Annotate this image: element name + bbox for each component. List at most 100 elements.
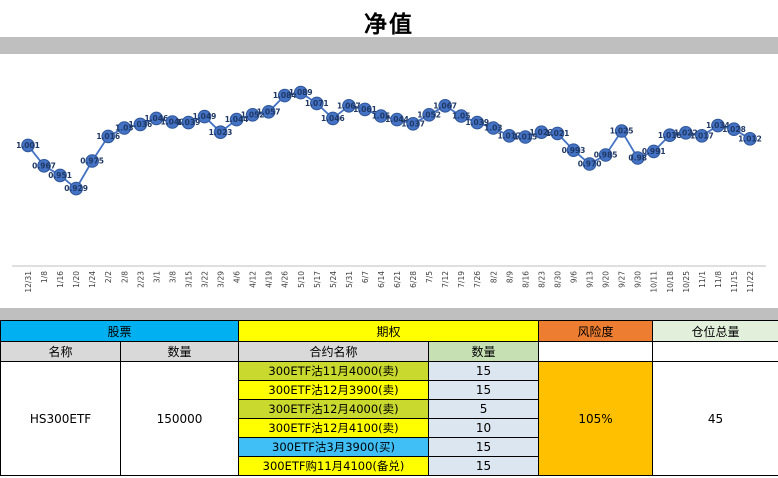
data-point-marker — [261, 105, 276, 119]
data-point-marker — [614, 124, 629, 138]
risk-header[interactable]: 风险度 — [538, 320, 654, 342]
option-group-header[interactable]: 期权 — [238, 320, 540, 342]
total-subheader-empty-cell[interactable] — [652, 341, 778, 362]
x-axis-tick-label: 9/20 — [602, 271, 611, 288]
option-qty-cell[interactable]: 5 — [428, 399, 540, 419]
option-qty-cell[interactable]: 15 — [428, 380, 540, 400]
x-axis-tick-label: 1/16 — [56, 271, 65, 288]
position-total-header[interactable]: 仓位总量 — [652, 320, 778, 342]
x-axis-tick-label: 1/24 — [88, 271, 97, 288]
data-point-marker — [21, 138, 35, 153]
x-axis-tick-label: 6/28 — [409, 271, 418, 288]
x-axis-tick-label: 5/17 — [313, 271, 322, 288]
option-qty-cell[interactable]: 15 — [428, 437, 540, 457]
data-point-label: 1.016 — [96, 132, 120, 141]
data-point-label: 1.039 — [177, 118, 201, 127]
x-axis-tick-label: 6/21 — [393, 271, 402, 288]
contract-name-header[interactable]: 合约名称 — [238, 341, 430, 362]
option-contract-cell[interactable]: 300ETF购11月4100(备兑) — [238, 456, 430, 476]
contract-qty-header[interactable]: 数量 — [428, 341, 540, 362]
data-point-label: 1.052 — [417, 110, 441, 119]
x-axis-tick-label: 9/13 — [586, 271, 595, 288]
x-axis-tick-label: 5/10 — [297, 271, 306, 288]
data-point-marker — [374, 109, 388, 123]
data-point-marker — [53, 168, 67, 183]
data-point-marker — [149, 111, 164, 126]
data-point-label: 1.022 — [674, 128, 698, 137]
option-contract-cell[interactable]: 300ETF沽3月3900(买) — [238, 437, 430, 457]
worksheet-band-top — [0, 37, 778, 54]
stock-name-cell[interactable]: HS300ETF — [0, 361, 121, 476]
data-point-marker — [486, 121, 501, 135]
option-row: 300ETF沽12月3900(卖) 15 — [1, 380, 778, 400]
data-point-label: 1.037 — [401, 119, 425, 128]
x-axis-tick-label: 6/14 — [377, 271, 386, 288]
stock-name-header[interactable]: 名称 — [0, 341, 121, 362]
data-point-label: 0.967 — [32, 161, 56, 170]
x-axis-tick-label: 7/26 — [473, 271, 482, 288]
data-point-marker — [37, 159, 51, 173]
option-qty-cell[interactable]: 15 — [428, 456, 540, 476]
data-point-marker — [550, 126, 565, 141]
data-point-label: 1.067 — [433, 101, 457, 110]
data-point-marker — [534, 125, 549, 139]
data-point-label: 1.034 — [706, 121, 730, 130]
data-point-marker — [662, 128, 677, 142]
x-axis-tick-label: 3/8 — [168, 271, 177, 283]
data-point-label: 0.991 — [642, 147, 666, 156]
data-point-marker — [197, 109, 212, 124]
data-point-label: 1.018 — [658, 131, 682, 140]
data-point-label: 0.929 — [64, 184, 88, 193]
data-point-label: 1.061 — [353, 105, 377, 114]
x-axis-tick-label: 11/8 — [714, 271, 723, 288]
data-point-marker — [358, 102, 372, 117]
data-point-marker — [630, 151, 645, 165]
option-contract-cell[interactable]: 300ETF沽12月4000(卖) — [238, 399, 430, 419]
risk-value-cell[interactable]: 105% — [538, 361, 654, 476]
data-point-label: 1.044 — [225, 115, 249, 124]
data-point-label: 1.046 — [321, 114, 345, 123]
x-axis-tick-label: 8/2 — [489, 271, 498, 283]
option-qty-cell[interactable]: 15 — [428, 361, 540, 381]
data-point-marker — [454, 109, 469, 123]
data-point-label: 1.023 — [209, 128, 233, 137]
data-point-marker — [711, 118, 725, 133]
x-axis-tick-label: 8/30 — [553, 271, 562, 288]
stock-qty-cell[interactable]: 150000 — [119, 361, 240, 476]
risk-subheader-empty-cell[interactable] — [538, 341, 654, 362]
data-point-label: 1.012 — [738, 134, 762, 143]
data-point-label: 1.089 — [289, 88, 313, 97]
data-point-label: 1.023 — [530, 128, 554, 137]
position-total-cell[interactable]: 45 — [652, 361, 778, 476]
x-axis-tick-label: 4/26 — [281, 271, 290, 288]
data-point-label: 0.970 — [578, 160, 602, 169]
option-contract-cell[interactable]: 300ETF沽12月4100(卖) — [238, 418, 430, 438]
option-contract-cell[interactable]: 300ETF沽11月4000(卖) — [238, 361, 430, 381]
data-point-label: 1.067 — [337, 101, 361, 110]
data-point-marker — [502, 129, 517, 143]
x-axis-tick-label: 10/25 — [682, 271, 691, 293]
x-axis-tick-label: 7/12 — [441, 271, 450, 288]
data-point-label: 1.021 — [546, 129, 570, 138]
netvalue-series-line — [27, 91, 751, 190]
data-point-label: 1.044 — [385, 115, 409, 124]
data-point-marker — [743, 132, 757, 146]
data-point-label: 1.015 — [514, 133, 538, 142]
data-point-marker — [518, 130, 533, 144]
data-point-marker — [598, 148, 613, 162]
option-qty-cell[interactable]: 10 — [428, 418, 540, 438]
stock-qty-header[interactable]: 数量 — [119, 341, 240, 362]
x-axis-tick-label: 4/19 — [265, 271, 274, 288]
x-axis-tick-label: 10/18 — [666, 271, 675, 293]
data-point-marker — [438, 99, 452, 113]
stock-group-header[interactable]: 股票 — [0, 320, 240, 342]
x-axis-tick-label: 9/27 — [618, 271, 627, 288]
x-axis-tick-label: 4/12 — [249, 271, 258, 288]
data-point-label: 0.975 — [80, 157, 104, 166]
netvalue-plot-area: 1.001 12/31 0.967 1/8 0.951 1/16 0.929 1/20 0.97… — [12, 85, 766, 293]
option-contract-cell[interactable]: 300ETF沽12月3900(卖) — [238, 380, 430, 400]
x-axis-tick-label: 3/1 — [152, 271, 161, 283]
x-axis-tick-label: 11/1 — [698, 271, 707, 288]
data-point-label: 1.05 — [372, 112, 391, 121]
x-axis-tick-label: 8/9 — [505, 271, 514, 283]
